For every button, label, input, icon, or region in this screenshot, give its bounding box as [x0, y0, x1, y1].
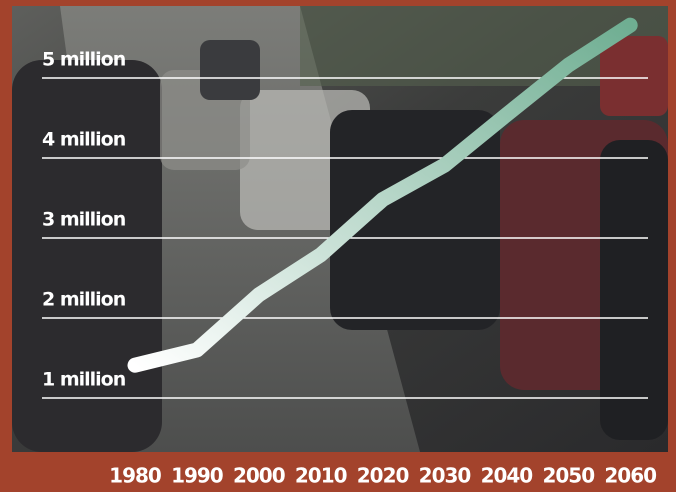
chart: 1 million 2 million 3 million 4 million 5 mi… — [0, 0, 676, 492]
y-tick-label: 2 million — [42, 289, 126, 311]
y-tick-label: 1 million — [42, 369, 126, 391]
x-tick-label: 2050 — [542, 464, 594, 488]
y-tick-label: 5 million — [42, 49, 126, 71]
x-tick-label: 1980 — [109, 464, 161, 488]
x-tick-label: 2020 — [357, 464, 409, 488]
page: {"chart_data": {"type": "line", "categor… — [0, 0, 676, 492]
y-tick-label: 3 million — [42, 209, 126, 231]
x-tick-label: 2040 — [481, 464, 533, 488]
x-tick-label: 2010 — [295, 464, 347, 488]
y-tick-label: 4 million — [42, 129, 126, 151]
x-tick-label: 2000 — [233, 464, 285, 488]
x-tick-label: 1990 — [171, 464, 223, 488]
x-tick-label: 2060 — [604, 464, 656, 488]
x-tick-label: 2030 — [419, 464, 471, 488]
